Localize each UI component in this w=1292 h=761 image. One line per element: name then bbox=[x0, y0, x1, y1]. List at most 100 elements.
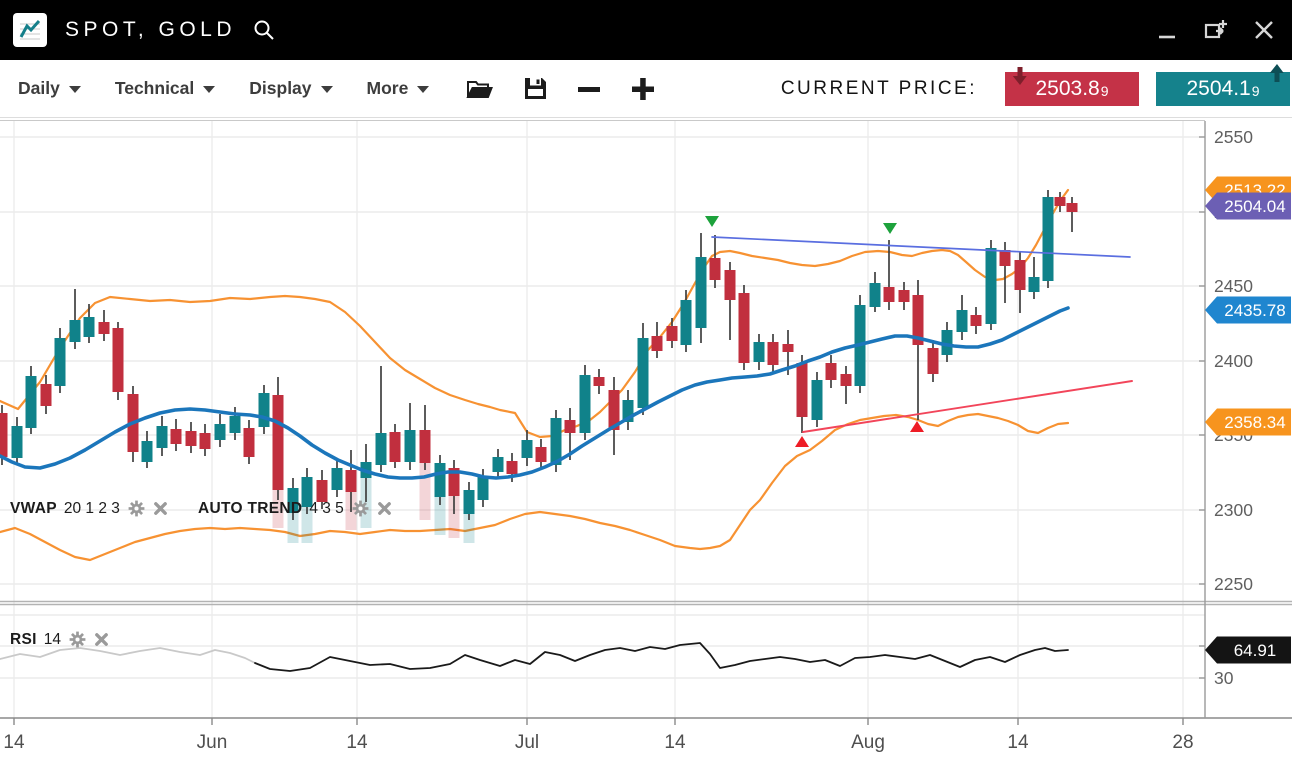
open-file-button folder-open-icon[interactable] bbox=[465, 76, 495, 102]
candle-down bbox=[1054, 197, 1066, 206]
candle-up bbox=[695, 257, 707, 328]
candle-down bbox=[709, 258, 721, 280]
y-axis-label: 2450 bbox=[1214, 276, 1253, 296]
y-axis-label: 2550 bbox=[1214, 127, 1253, 147]
search-icon[interactable] bbox=[252, 18, 276, 42]
candle-up bbox=[753, 342, 765, 362]
price-tag-value: 2435.78 bbox=[1224, 301, 1285, 320]
candle-up bbox=[521, 440, 533, 458]
price-tag-value: 2504.04 bbox=[1224, 197, 1285, 216]
indicator-name: VWAP bbox=[10, 499, 57, 517]
candle-up bbox=[141, 441, 153, 462]
gear-icon[interactable] bbox=[351, 499, 370, 518]
candle-down bbox=[506, 461, 518, 474]
ghost-bar bbox=[272, 490, 284, 528]
zoom-in-button plus-icon[interactable] bbox=[629, 75, 657, 103]
candle-up bbox=[941, 330, 953, 355]
chevron-down-icon bbox=[320, 86, 333, 93]
rsi-line bbox=[254, 642, 1069, 672]
sell-signal-arrow-icon bbox=[883, 223, 897, 234]
candle-down bbox=[782, 344, 794, 352]
close-icon[interactable] bbox=[94, 632, 109, 647]
candle-up bbox=[1042, 197, 1054, 281]
bid-price-pip: 9 bbox=[1100, 82, 1109, 99]
candle-down bbox=[98, 322, 110, 334]
zoom-out-button minus-icon[interactable] bbox=[576, 76, 602, 102]
candle-up bbox=[287, 488, 299, 513]
buy-signal-arrow-icon bbox=[910, 421, 924, 432]
candle-up bbox=[985, 248, 997, 324]
candle-up bbox=[83, 317, 95, 337]
menu-label: More bbox=[366, 78, 409, 98]
bollinger-lower-band-line bbox=[0, 412, 1070, 562]
menu-display[interactable]: Display bbox=[249, 78, 333, 99]
menu-label: Daily bbox=[18, 78, 60, 98]
candle-up bbox=[11, 426, 23, 458]
x-axis-label: Aug bbox=[851, 732, 885, 753]
price-tag bbox=[1205, 408, 1291, 436]
candle-up bbox=[229, 416, 241, 433]
price-tag bbox=[1205, 296, 1291, 324]
candle-down bbox=[448, 468, 460, 496]
candle-up bbox=[463, 490, 475, 514]
candle-down bbox=[0, 413, 8, 457]
bid-price-badge: 2503.8 9 bbox=[1005, 66, 1139, 106]
price-tag bbox=[1205, 636, 1291, 664]
candle-up bbox=[434, 463, 446, 497]
candle-up bbox=[25, 376, 37, 428]
window-title: SPOT, GOLD bbox=[65, 18, 237, 41]
popout-button[interactable] bbox=[1202, 17, 1228, 43]
candle-down bbox=[112, 328, 124, 392]
candle-up bbox=[156, 426, 168, 448]
candle-up bbox=[404, 430, 416, 462]
candle-down bbox=[912, 295, 924, 345]
candle-up bbox=[375, 433, 387, 465]
price-tag bbox=[1205, 192, 1291, 220]
ghost-bar bbox=[287, 513, 299, 543]
candle-down bbox=[738, 293, 750, 363]
indicator-name: AUTO TREND bbox=[198, 499, 303, 517]
candle-up bbox=[331, 468, 343, 490]
minimize-button[interactable] bbox=[1156, 19, 1178, 41]
candle-down bbox=[1014, 260, 1026, 290]
indicator-label-vwap: VWAP 20 1 2 3 bbox=[10, 499, 168, 518]
indicator-params: 14 bbox=[43, 630, 61, 648]
ask-price-value: 2504.1 bbox=[1186, 76, 1251, 100]
ask-price-pip: 9 bbox=[1251, 82, 1260, 99]
x-axis-label: Jul bbox=[515, 732, 539, 753]
candle-down bbox=[970, 315, 982, 326]
trendline-resistance bbox=[711, 236, 1131, 258]
candle-up bbox=[956, 310, 968, 332]
save-button floppy-icon[interactable] bbox=[522, 75, 549, 102]
candle-down bbox=[170, 429, 182, 444]
bid-price-value: 2503.8 bbox=[1035, 76, 1100, 100]
chevron-down-icon bbox=[417, 86, 430, 93]
candle-down bbox=[825, 363, 837, 380]
menu-daily[interactable]: Daily bbox=[18, 78, 81, 99]
menu-technical[interactable]: Technical bbox=[114, 78, 216, 99]
candle-down bbox=[1066, 203, 1078, 212]
current-price-label: CURRENT PRICE: bbox=[780, 77, 977, 99]
menu-more[interactable]: More bbox=[367, 78, 430, 99]
candle-up bbox=[680, 300, 692, 345]
title-bar: SPOT, GOLD bbox=[0, 0, 1292, 60]
gear-icon[interactable] bbox=[127, 499, 146, 518]
gear-icon[interactable] bbox=[68, 630, 87, 649]
close-icon[interactable] bbox=[153, 501, 168, 516]
menu-label: Technical bbox=[114, 78, 195, 98]
price-tag-value: 2358.34 bbox=[1224, 413, 1285, 432]
close-icon[interactable] bbox=[377, 501, 392, 516]
price-tag-value: 64.91 bbox=[1234, 641, 1277, 660]
chevron-down-icon bbox=[203, 86, 216, 93]
close-button[interactable] bbox=[1252, 18, 1276, 42]
chevron-down-icon bbox=[68, 86, 81, 93]
candle-up bbox=[869, 283, 881, 307]
candle-up bbox=[54, 338, 66, 386]
vwap-line bbox=[0, 306, 1070, 480]
ghost-bar bbox=[463, 514, 475, 543]
trendline-support bbox=[802, 380, 1133, 433]
candle-down bbox=[767, 342, 779, 365]
indicator-params: 4 3 5 bbox=[309, 499, 344, 517]
candle-up bbox=[550, 418, 562, 465]
